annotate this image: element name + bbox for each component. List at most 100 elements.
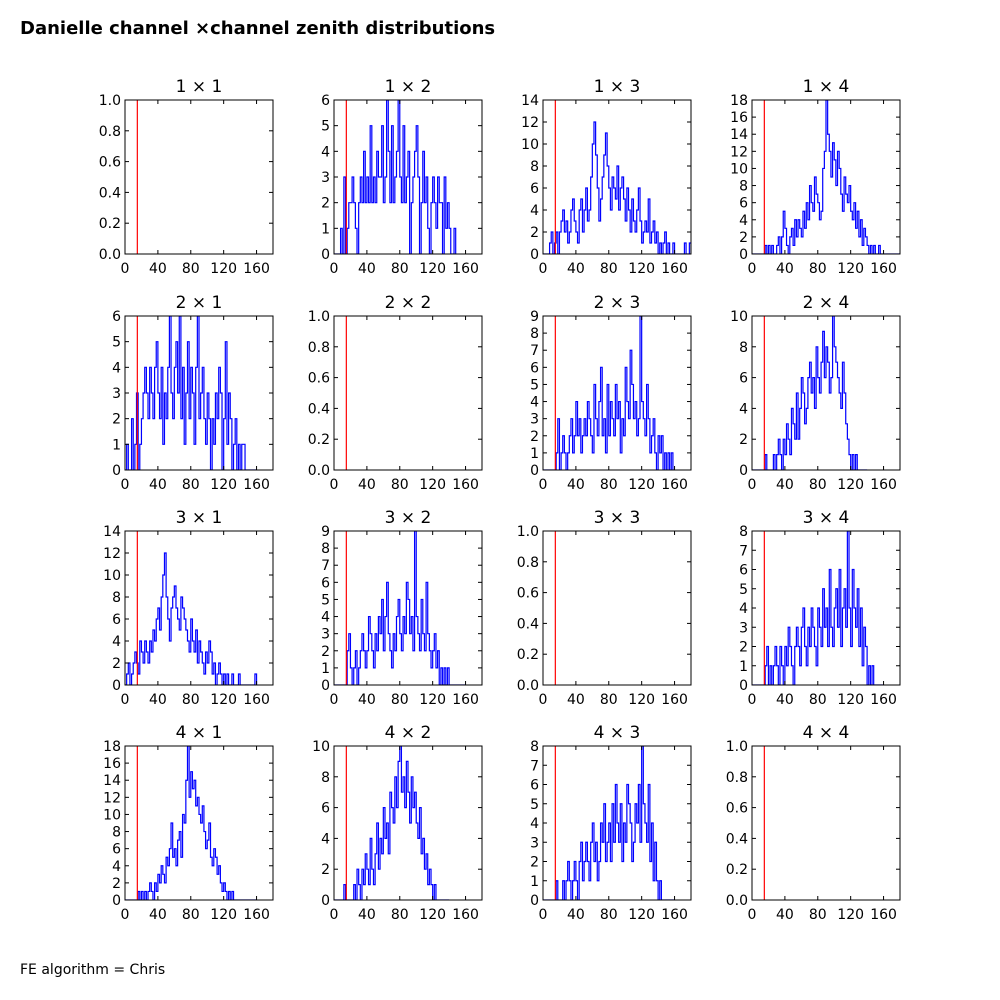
y-tick-label: 0.8	[726, 770, 748, 786]
y-tick-label: 4	[321, 831, 330, 847]
x-tick-label: 40	[149, 907, 167, 923]
y-tick-label: 4	[739, 401, 748, 417]
y-tick-label: 9	[321, 524, 330, 540]
y-tick-label: 2	[321, 196, 330, 212]
x-tick-label: 160	[870, 692, 897, 708]
y-tick-label: 4	[112, 360, 121, 376]
y-tick-label: 6	[530, 360, 539, 376]
x-tick-label: 120	[210, 477, 237, 493]
subplot-title: 1 × 2	[385, 77, 432, 97]
x-tick-label: 40	[358, 477, 376, 493]
y-tick-label: 5	[530, 797, 539, 813]
x-tick-label: 120	[628, 907, 655, 923]
y-tick-label: 7	[530, 758, 539, 774]
x-tick-label: 160	[243, 692, 270, 708]
y-tick-label: 6	[321, 93, 330, 109]
y-tick-label: 4	[112, 859, 121, 875]
y-tick-label: 8	[530, 739, 539, 755]
x-tick-label: 120	[837, 907, 864, 923]
y-tick-label: 1.0	[517, 524, 539, 540]
x-tick-label: 120	[419, 261, 446, 277]
y-tick-label: 1	[112, 437, 121, 453]
histogram-series	[125, 552, 258, 685]
y-tick-label: 4	[530, 203, 539, 219]
y-tick-label: 4	[739, 213, 748, 229]
x-tick-label: 160	[661, 692, 688, 708]
y-tick-label: 14	[730, 127, 748, 143]
y-tick-label: 3	[530, 412, 539, 428]
x-tick-label: 80	[809, 261, 827, 277]
figure-title: Danielle channel ×channel zenith distrib…	[20, 18, 496, 39]
y-tick-label: 10	[730, 161, 748, 177]
x-tick-label: 160	[452, 692, 479, 708]
y-tick-label: 6	[112, 612, 121, 628]
y-tick-label: 0.4	[726, 831, 748, 847]
y-tick-label: 6	[739, 371, 748, 387]
y-tick-label: 2	[112, 656, 121, 672]
x-tick-label: 80	[809, 907, 827, 923]
x-tick-label: 0	[539, 477, 548, 493]
x-tick-label: 80	[600, 477, 618, 493]
histogram-series	[334, 531, 466, 685]
x-tick-label: 160	[243, 477, 270, 493]
y-tick-label: 0	[321, 247, 330, 263]
x-tick-label: 120	[419, 692, 446, 708]
y-tick-label: 0.6	[308, 371, 330, 387]
y-tick-label: 0.6	[99, 155, 121, 171]
histogram-series	[752, 531, 884, 685]
footer-note: FE algorithm = Chris	[20, 962, 166, 978]
y-tick-label: 6	[321, 801, 330, 817]
y-tick-label: 0	[112, 678, 121, 694]
x-tick-label: 40	[776, 477, 794, 493]
x-tick-label: 40	[149, 261, 167, 277]
y-tick-label: 0	[112, 893, 121, 909]
x-tick-label: 120	[837, 477, 864, 493]
x-tick-label: 0	[539, 692, 548, 708]
x-tick-label: 160	[661, 261, 688, 277]
subplot: 2 × 1 0 1 2 3 4 5 6 0 40 80 120 160	[112, 293, 274, 493]
x-tick-label: 40	[567, 477, 585, 493]
y-tick-label: 2	[321, 862, 330, 878]
y-tick-label: 3	[321, 170, 330, 186]
y-tick-label: 0.4	[517, 616, 539, 632]
x-tick-label: 0	[330, 261, 339, 277]
histogram-series	[752, 100, 900, 254]
histogram-series	[752, 316, 868, 470]
subplot-title: 4 × 3	[594, 723, 641, 743]
x-tick-label: 40	[567, 907, 585, 923]
y-tick-label: 8	[112, 590, 121, 606]
y-tick-label: 8	[112, 825, 121, 841]
subplot: 4 × 4 0.0 0.2 0.4 0.6 0.8 1.0 0 40 80 120 160	[726, 723, 901, 923]
subplot-title: 1 × 4	[803, 77, 850, 97]
y-tick-label: 18	[103, 739, 121, 755]
x-tick-label: 160	[661, 907, 688, 923]
y-tick-label: 2	[739, 432, 748, 448]
y-tick-label: 10	[521, 137, 539, 153]
y-tick-label: 12	[103, 546, 121, 562]
y-tick-label: 0.4	[308, 401, 330, 417]
y-tick-label: 0	[321, 893, 330, 909]
y-tick-label: 0	[321, 678, 330, 694]
x-tick-label: 40	[149, 692, 167, 708]
x-tick-label: 120	[419, 477, 446, 493]
x-tick-label: 160	[243, 907, 270, 923]
y-tick-label: 10	[730, 309, 748, 325]
x-tick-label: 80	[391, 261, 409, 277]
y-tick-label: 4	[112, 634, 121, 650]
subplot-title: 1 × 3	[594, 77, 641, 97]
x-tick-label: 120	[628, 261, 655, 277]
y-tick-label: 4	[530, 395, 539, 411]
x-tick-label: 0	[539, 261, 548, 277]
y-tick-label: 3	[739, 620, 748, 636]
y-tick-label: 0.0	[99, 247, 121, 263]
axes-frame	[333, 315, 483, 471]
y-tick-label: 0	[530, 893, 539, 909]
histogram-series	[125, 316, 257, 470]
x-tick-label: 0	[330, 477, 339, 493]
axes-frame	[542, 530, 692, 686]
y-tick-label: 16	[730, 110, 748, 126]
y-tick-label: 2	[112, 412, 121, 428]
x-tick-label: 40	[149, 477, 167, 493]
